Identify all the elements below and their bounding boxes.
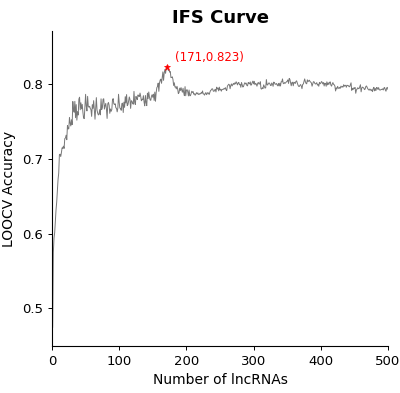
- Y-axis label: LOOCV Accuracy: LOOCV Accuracy: [2, 130, 16, 247]
- Text: (171,0.823): (171,0.823): [175, 51, 244, 64]
- Title: IFS Curve: IFS Curve: [172, 9, 268, 27]
- X-axis label: Number of lncRNAs: Number of lncRNAs: [152, 373, 288, 387]
